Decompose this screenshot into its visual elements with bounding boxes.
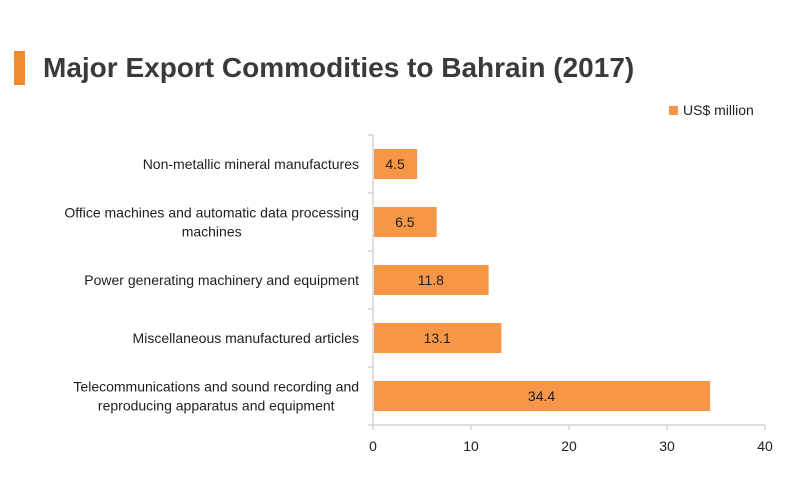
x-tick-label: 10	[463, 438, 479, 454]
category-label-line: Miscellaneous manufactured articles	[133, 330, 359, 346]
x-tick-label: 30	[659, 438, 675, 454]
category-label: Non-metallic mineral manufactures	[143, 156, 359, 172]
category-label: Miscellaneous manufactured articles	[133, 330, 359, 346]
chart-title: Major Export Commodities to Bahrain (201…	[43, 52, 635, 83]
x-tick-label: 20	[561, 438, 577, 454]
data-label: 4.5	[385, 156, 405, 172]
bar	[374, 381, 711, 411]
data-label: 11.8	[418, 272, 444, 288]
category-label-line: Telecommunications and sound recording a…	[73, 379, 359, 395]
bar	[374, 265, 489, 295]
category-label-line: machines	[182, 224, 242, 240]
bar	[374, 207, 437, 237]
legend-label: US$ million	[683, 102, 754, 118]
data-label: 6.5	[395, 214, 415, 230]
legend-swatch	[669, 105, 678, 115]
category-label-line: Power generating machinery and equipment	[84, 272, 359, 288]
title-accent-bar	[14, 51, 25, 85]
title-block: Major Export Commodities to Bahrain (201…	[14, 48, 634, 88]
bar	[374, 149, 418, 179]
category-label-line: Office machines and automatic data proce…	[64, 205, 359, 221]
legend: US$ million	[669, 102, 754, 118]
category-label: Power generating machinery and equipment	[84, 272, 359, 288]
x-tick-label: 40	[757, 438, 773, 454]
x-tick-label: 0	[369, 438, 377, 454]
category-label: Office machines and automatic data proce…	[64, 205, 359, 240]
data-label: 34.4	[528, 388, 555, 404]
category-label-line: reproducing apparatus and equipment	[98, 398, 335, 414]
category-label-line: Non-metallic mineral manufactures	[143, 156, 359, 172]
category-label: Telecommunications and sound recording a…	[73, 379, 359, 414]
data-label: 13.1	[424, 330, 451, 346]
bar	[374, 323, 502, 353]
